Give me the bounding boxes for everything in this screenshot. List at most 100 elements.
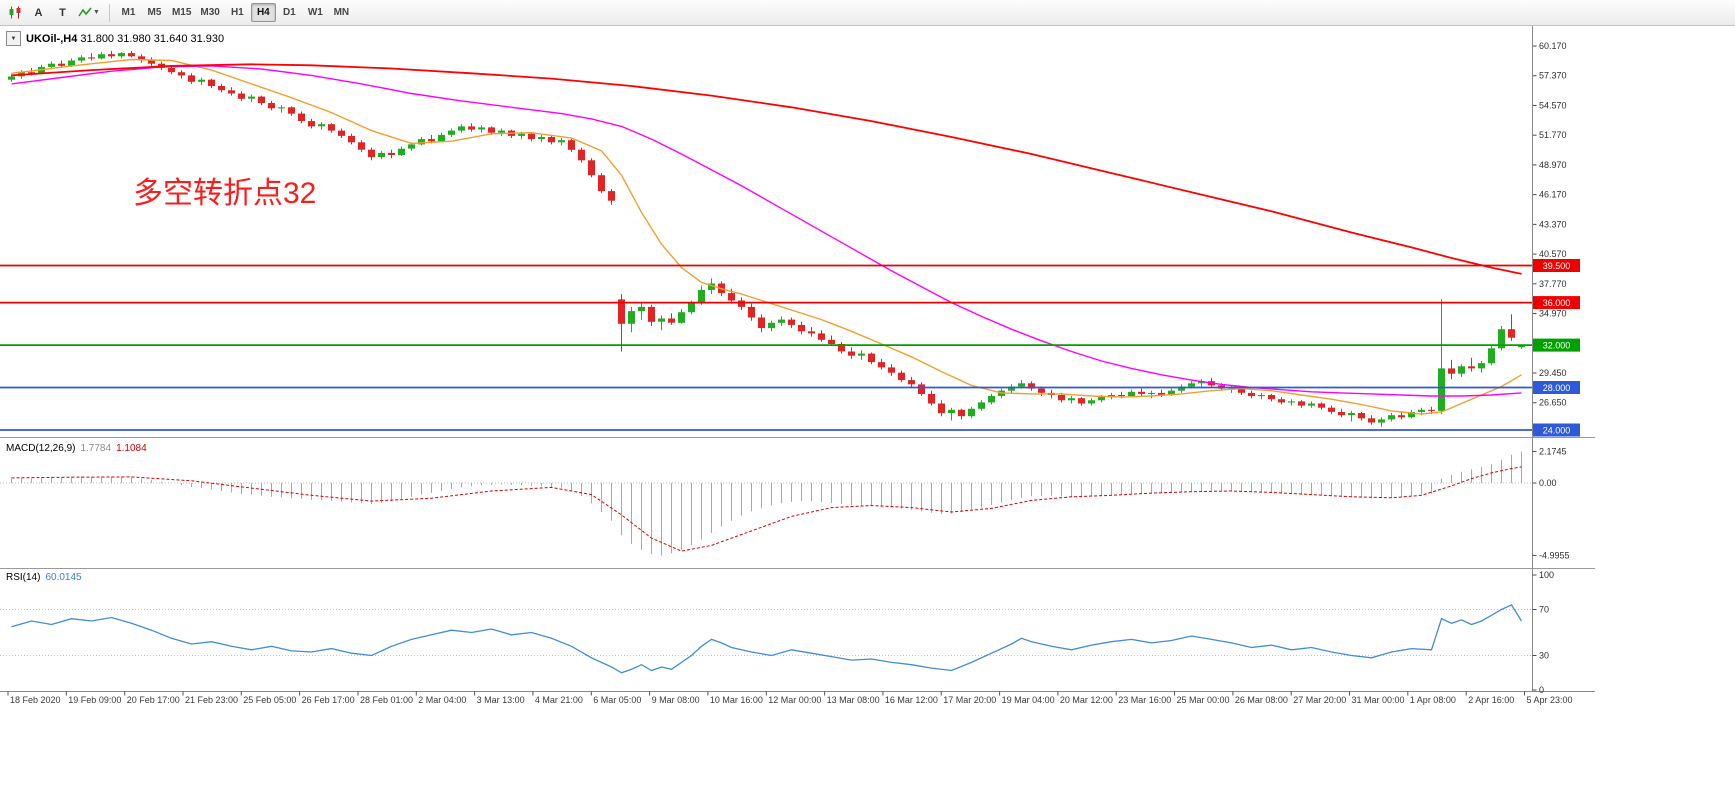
- time-axis-label: 9 Mar 08:00: [652, 695, 700, 705]
- time-axis-label: 6 Mar 05:00: [593, 695, 641, 705]
- time-axis-label: 17 Mar 20:00: [943, 695, 996, 705]
- time-axis-label: 25 Feb 05:00: [243, 695, 296, 705]
- price-tick-label: 43.370: [1539, 219, 1567, 229]
- time-axis-label: 10 Mar 16:00: [710, 695, 763, 705]
- time-axis-label: 4 Mar 21:00: [535, 695, 583, 705]
- ohlc-values: 31.800 31.980 31.640 31.930: [80, 32, 225, 45]
- time-axis-label: 18 Feb 2020: [10, 695, 61, 705]
- price-tick-label: 54.570: [1539, 100, 1567, 110]
- timeframe-m5[interactable]: M5: [142, 3, 167, 22]
- time-axis-label: 27 Mar 20:00: [1293, 695, 1346, 705]
- time-axis-label: 5 Apr 23:00: [1527, 695, 1573, 705]
- rsi-tick-label: 0: [1539, 685, 1544, 695]
- ma-fast-line: [11, 58, 1522, 415]
- symbol-ohlc-label: ▼ UKOil-,H4 31.800 31.980 31.640 31.930: [6, 31, 224, 46]
- macd-tick-label: 2.1745: [1539, 446, 1567, 456]
- macd-tick-label: 0.00: [1539, 478, 1557, 488]
- timeframe-m15[interactable]: M15: [168, 3, 195, 22]
- indicator-tool-button[interactable]: ▼: [75, 2, 103, 23]
- time-axis-label: 2 Mar 04:00: [418, 695, 466, 705]
- timeframe-h4[interactable]: H4: [250, 3, 276, 22]
- rsi-value: 60.0145: [45, 572, 82, 583]
- price-tick-label: 34.970: [1539, 309, 1567, 319]
- arrow-tool-button[interactable]: A: [27, 2, 50, 23]
- price-tick-label: 48.970: [1539, 160, 1567, 170]
- rsi-indicator-label: RSI(14) 60.0145: [6, 572, 82, 583]
- price-line-badge: 39.500: [1533, 259, 1580, 272]
- macd-tick-label: -4.9955: [1539, 550, 1570, 560]
- svg-text:28.000: 28.000: [1543, 383, 1571, 393]
- timeframe-button-group: M1 M5 M15 M30 H1 H4 D1 W1 MN: [116, 3, 354, 22]
- timeframe-w1[interactable]: W1: [303, 3, 328, 22]
- timeframe-m30[interactable]: M30: [196, 3, 223, 22]
- dropdown-triangle-icon: ▼: [10, 35, 17, 42]
- svg-text:24.000: 24.000: [1543, 426, 1571, 436]
- timeframe-h1[interactable]: H1: [225, 3, 250, 22]
- time-axis-label: 16 Mar 12:00: [885, 695, 938, 705]
- time-axis-label: 2 Apr 16:00: [1468, 695, 1514, 705]
- rsi-tick-label: 70: [1539, 605, 1549, 615]
- rsi-tick-label: 100: [1539, 570, 1554, 580]
- price-tick-label: 51.770: [1539, 130, 1567, 140]
- price-line-badge: 36.000: [1533, 296, 1580, 310]
- indicator-zigzag-icon: [78, 7, 92, 17]
- price-tick-label: 37.770: [1539, 279, 1567, 289]
- timeframe-mn[interactable]: MN: [329, 3, 354, 22]
- time-axis-label: 26 Mar 08:00: [1235, 695, 1288, 705]
- price-tick-label: 40.570: [1539, 249, 1567, 259]
- time-axis-label: 12 Mar 00:00: [768, 695, 821, 705]
- timeframe-d1[interactable]: D1: [277, 3, 302, 22]
- symbol-period: UKOil-,H4: [26, 32, 78, 45]
- time-axis-label: 19 Feb 09:00: [68, 695, 121, 705]
- svg-text:39.500: 39.500: [1543, 261, 1571, 271]
- candlestick-chart-icon: [9, 6, 20, 19]
- time-axis-label: 23 Mar 16:00: [1118, 695, 1171, 705]
- charts-button[interactable]: [3, 2, 26, 23]
- time-axis: 18 Feb 2020 19 Feb 09:00 20 Feb 17:00 21 Fe…: [7, 691, 1573, 705]
- chart-plot-area[interactable]: [0, 26, 1533, 691]
- toolbar-separator: [108, 3, 110, 22]
- rsi-tick-label: 30: [1539, 651, 1549, 661]
- time-axis-label: 25 Mar 00:00: [1177, 695, 1230, 705]
- macd-signal-value: 1.1084: [116, 443, 147, 454]
- main-chart-panel: [0, 51, 1533, 431]
- text-tool-button[interactable]: T: [51, 2, 74, 23]
- price-tick-label: 29.450: [1539, 368, 1567, 378]
- time-axis-label: 20 Mar 12:00: [1060, 695, 1113, 705]
- time-axis-label: 3 Mar 13:00: [477, 695, 525, 705]
- macd-signal-line: [11, 466, 1522, 552]
- price-tick-label: 60.170: [1539, 41, 1567, 51]
- time-axis-label: 20 Feb 17:00: [127, 695, 180, 705]
- ma-slow-line: [11, 63, 1522, 275]
- time-axis-label: 1 Apr 08:00: [1410, 695, 1456, 705]
- price-line-badge: 28.000: [1533, 381, 1580, 394]
- rsi-panel: 100 70 30 0: [0, 570, 1554, 695]
- chart-text-annotation: 多空转折点32: [133, 177, 317, 210]
- rsi-title: RSI(14): [6, 572, 41, 583]
- ma-mid-line: [11, 65, 1522, 397]
- time-axis-label: 31 Mar 00:00: [1352, 695, 1405, 705]
- rsi-line: [11, 604, 1523, 674]
- macd-title: MACD(12,26,9): [6, 443, 76, 454]
- price-tick-label: 57.370: [1539, 71, 1567, 81]
- macd-panel: 2.1745 0.00 -4.9955: [0, 446, 1570, 560]
- chevron-down-icon: ▼: [93, 9, 100, 16]
- candlestick-series: [8, 51, 1525, 427]
- time-axis-label: 13 Mar 08:00: [827, 695, 880, 705]
- time-axis-label: 26 Feb 17:00: [302, 695, 355, 705]
- timeframe-m1[interactable]: M1: [116, 3, 141, 22]
- time-axis-label: 28 Feb 01:00: [360, 695, 413, 705]
- macd-main-value: 1.7784: [80, 443, 112, 454]
- toolbar: A T ▼ M1 M5 M15 M30 H1 H4 D1 W1 MN: [0, 0, 1735, 26]
- price-tick-label: 26.650: [1539, 398, 1567, 408]
- chart-menu-button[interactable]: ▼: [6, 31, 21, 46]
- svg-text:32.000: 32.000: [1543, 341, 1571, 351]
- svg-text:36.000: 36.000: [1543, 298, 1571, 308]
- macd-indicator-label: MACD(12,26,9) 1.7784 1.1084: [6, 443, 147, 454]
- time-axis-label: 19 Mar 04:00: [1002, 695, 1055, 705]
- price-line-badge: 32.000: [1533, 338, 1580, 352]
- price-axis: 39.500 36.000 32.000 28.000 24.000 60.170 57.3…: [1532, 41, 1580, 437]
- price-tick-label: 46.170: [1539, 190, 1567, 200]
